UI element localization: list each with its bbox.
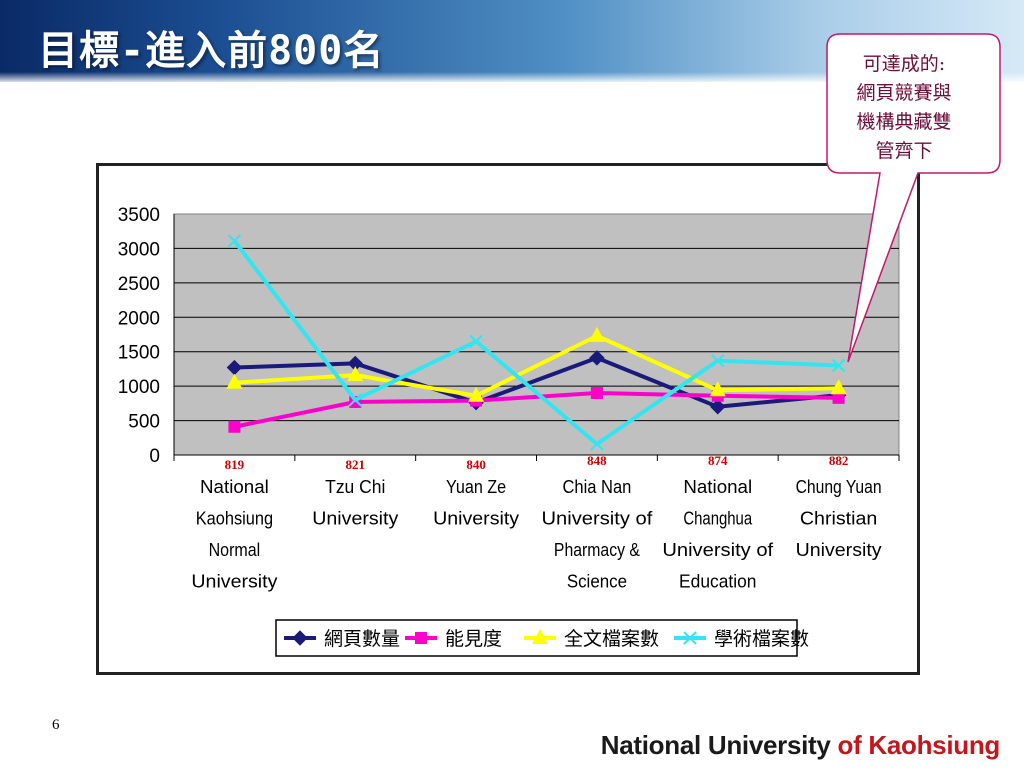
rank-label: 848 (587, 453, 607, 468)
category-label: Chung Yuan (796, 477, 882, 497)
rank-label: 819 (225, 457, 245, 472)
series-line-1 (234, 355, 839, 409)
y-tick-label: 2500 (118, 274, 160, 295)
category-label: Chia Nan (563, 477, 632, 497)
callout-line: 網頁競賽與 (856, 82, 952, 104)
data-point (711, 353, 725, 368)
data-point (227, 234, 242, 248)
category-label: National (683, 477, 752, 497)
data-point (468, 386, 485, 402)
category-label: University (433, 509, 519, 529)
category-label: Pharmacy & (554, 540, 640, 560)
footer-brand: National University of Kaohsiung (600, 730, 1001, 761)
data-point (590, 387, 603, 400)
category-label: Kaohsiung (196, 509, 273, 529)
legend-marker (683, 631, 697, 645)
data-point (710, 399, 726, 415)
data-point (347, 366, 364, 382)
category-label: Science (567, 572, 627, 592)
legend-label: 網頁數量 (324, 628, 400, 650)
legend-label: 全文檔案數 (564, 628, 659, 650)
data-point (588, 326, 605, 342)
legend-label: 能見度 (445, 628, 502, 650)
data-point (228, 420, 241, 433)
category-label: Tzu Chi (325, 477, 385, 497)
callout-line: 可達成的: (862, 53, 946, 75)
category-label: University (796, 540, 882, 560)
series-line-2 (234, 391, 839, 429)
slide-title: 目標-進入前800名 (38, 28, 385, 74)
category-label: Christian (800, 509, 877, 529)
data-point (589, 350, 605, 366)
data-point (830, 379, 847, 395)
category-label: University (312, 509, 398, 529)
rank-label: 821 (346, 457, 366, 472)
data-point (469, 334, 483, 349)
callout-line: 機構典藏雙 (856, 111, 952, 133)
footer-text-accent: of Kaohsiung (837, 730, 1001, 760)
category-label: Yuan Ze (446, 477, 506, 497)
rank-label: 840 (466, 457, 486, 472)
callout-text: 可達成的: 網頁競賽與 機構典藏雙 管齊下 (826, 50, 982, 166)
category-label: Changhua (683, 509, 753, 529)
callout-line: 管齊下 (875, 140, 933, 162)
y-tick-label: 2000 (118, 308, 160, 329)
page-number: 6 (52, 717, 60, 733)
category-label: University of (542, 509, 654, 529)
data-point (226, 373, 243, 389)
series-line-4 (232, 239, 839, 446)
category-label: Education (679, 572, 756, 592)
footer-text: National University (600, 730, 838, 760)
data-point (590, 437, 604, 451)
data-point (832, 391, 845, 404)
rank-label: 874 (708, 453, 728, 468)
line-chart: 0 500 1000 1500 2000 2500 3000 3500 819 821 840 848… (118, 205, 900, 657)
category-label: Normal (209, 540, 261, 560)
y-tick-label: 3000 (118, 239, 160, 260)
y-tick-label: 500 (128, 412, 160, 433)
chart-frame: 0 500 1000 1500 2000 2500 3000 3500 819 821 840 848… (96, 163, 920, 675)
data-point (709, 381, 726, 397)
rank-label: 882 (829, 453, 849, 468)
y-tick-label: 1500 (118, 343, 160, 364)
y-tick-label: 0 (149, 446, 160, 467)
data-point (348, 393, 362, 407)
y-tick-label: 3500 (118, 205, 160, 226)
category-label: National (200, 477, 269, 497)
legend-marker (292, 630, 308, 646)
category-label: University of (662, 540, 774, 560)
category-label: University (191, 572, 277, 592)
y-tick-label: 1000 (118, 377, 160, 398)
legend-marker (532, 629, 548, 644)
legend-label: 學術檔案數 (714, 628, 809, 650)
legend-marker (415, 632, 427, 644)
